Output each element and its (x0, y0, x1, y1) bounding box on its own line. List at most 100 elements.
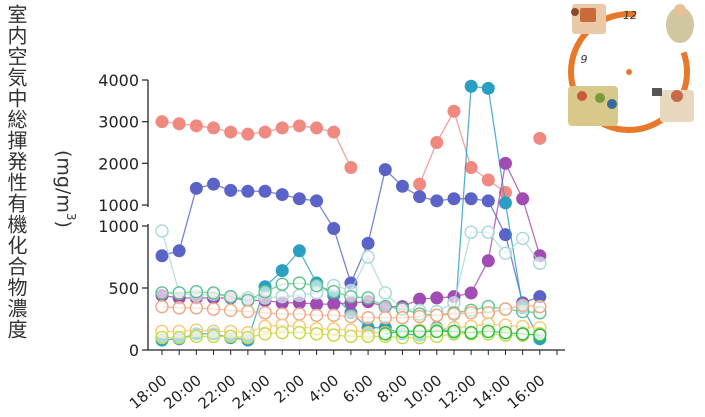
lower-y-tick-label: 0 (129, 341, 139, 360)
data-point (241, 184, 255, 198)
data-point (155, 299, 169, 314)
data-point (464, 225, 478, 239)
data-point (447, 307, 461, 321)
data-point (172, 330, 186, 345)
data-point (430, 136, 444, 149)
data-point (412, 324, 427, 339)
clock-ring (568, 11, 690, 133)
data-point (207, 177, 221, 191)
clock-illustration: 12 9 (568, 4, 694, 133)
data-point (275, 188, 289, 202)
data-point (430, 324, 444, 339)
data-point (275, 277, 289, 291)
data-point (430, 308, 444, 322)
upper-y-tick-label: 3000 (98, 113, 139, 132)
data-point (533, 131, 547, 145)
data-point (189, 329, 204, 344)
data-point (533, 299, 547, 314)
data-point (516, 192, 530, 206)
data-point (447, 104, 461, 118)
data-point (464, 161, 478, 174)
x-axis: 18:0020:0022:0024:002:004:006:008:0010:0… (126, 349, 565, 413)
data-point (481, 194, 495, 208)
data-point (481, 173, 495, 187)
data-point (464, 286, 478, 300)
data-point (498, 302, 513, 316)
data-point (395, 311, 410, 325)
data-point (155, 330, 169, 345)
data-point (241, 304, 255, 319)
data-point (412, 309, 427, 324)
data-point (189, 119, 203, 133)
data-point (223, 289, 238, 304)
data-point (258, 285, 272, 299)
data-point (361, 311, 375, 325)
data-point (378, 163, 392, 177)
data-point (172, 286, 186, 300)
data-point (275, 121, 289, 135)
data-point (258, 327, 272, 341)
data-point (378, 286, 392, 300)
data-point (481, 324, 496, 339)
series-1 (155, 104, 547, 199)
data-point (241, 293, 255, 308)
x-tick-label: 14:00 (469, 371, 514, 413)
data-point (155, 115, 169, 129)
data-point (395, 324, 410, 339)
people-vignette-bottom-left (568, 86, 618, 126)
data-point (292, 325, 307, 340)
data-point (344, 161, 358, 174)
x-tick-label: 24:00 (229, 371, 274, 413)
data-point (327, 297, 341, 311)
clock-label-12: 12 (623, 9, 637, 22)
data-point (310, 121, 324, 135)
data-point (533, 328, 547, 342)
data-point (413, 190, 427, 204)
data-point (189, 181, 203, 195)
data-point (275, 264, 289, 278)
data-point (464, 306, 478, 320)
data-point (258, 306, 272, 320)
lower-y-tick-label: 500 (108, 279, 139, 298)
data-point (515, 231, 530, 246)
data-point (361, 250, 375, 264)
data-point (223, 303, 238, 318)
series-layer (155, 79, 547, 347)
data-point (309, 327, 324, 341)
data-point (310, 194, 324, 208)
people-vignette-right (666, 4, 694, 43)
data-point (378, 327, 392, 341)
data-point (309, 308, 324, 322)
data-point (378, 311, 392, 325)
x-tick-label: 6:00 (339, 371, 376, 406)
data-point (395, 179, 409, 193)
data-point (292, 307, 307, 321)
upper-y-tick-label: 1000 (98, 196, 139, 215)
data-point (310, 297, 324, 311)
data-point (189, 301, 204, 315)
y-axis-title: 室内空気中総揮発性有機化合物濃度 (4, 4, 28, 340)
data-point (155, 224, 169, 238)
data-point (172, 244, 186, 258)
data-point (292, 192, 306, 206)
data-point (327, 285, 341, 299)
lower-axis: 0 500 1000 (98, 217, 149, 360)
data-point (464, 325, 478, 340)
data-point (447, 324, 461, 339)
data-point (447, 192, 461, 206)
data-point (413, 292, 427, 306)
y-axis-unit: (mg/m3) (52, 150, 78, 228)
data-point (344, 329, 358, 344)
data-point (309, 278, 324, 293)
data-point (189, 285, 204, 299)
data-point (464, 192, 478, 206)
x-tick-label: 18:00 (126, 371, 171, 413)
data-point (413, 177, 427, 191)
data-point (224, 183, 238, 197)
data-point (275, 289, 289, 304)
series-10 (378, 324, 547, 342)
data-point (172, 301, 186, 315)
data-point (464, 79, 478, 93)
data-point (292, 276, 307, 290)
x-tick-label: 10:00 (401, 371, 446, 413)
